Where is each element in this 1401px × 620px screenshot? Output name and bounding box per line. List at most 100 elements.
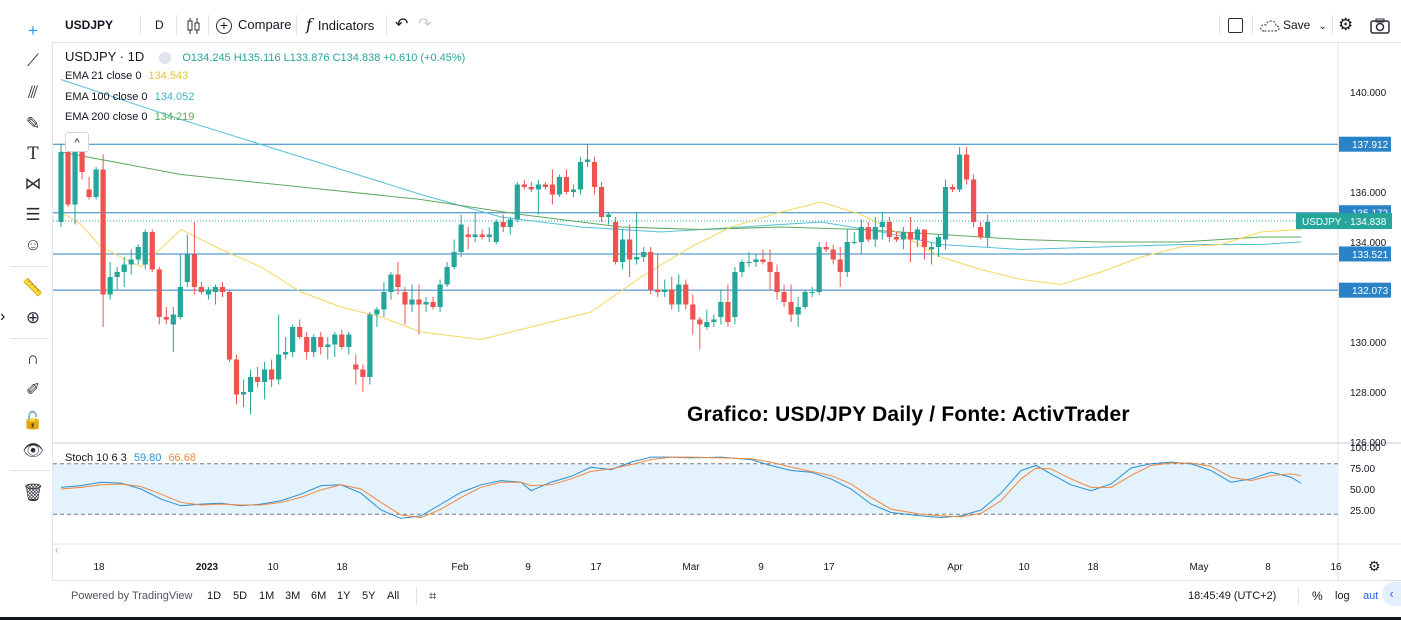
candle [732,267,738,325]
candle-body [612,222,619,262]
range-1d[interactable]: 1D [207,590,222,602]
zoom-in-icon[interactable]: ⊕ [25,308,41,327]
legend-title[interactable]: USDJPY · 1D [65,49,145,64]
collapse-legend-button[interactable]: ^ [65,132,89,152]
crosshair-icon[interactable]: + [28,21,38,40]
candle-body [416,299,422,305]
candle [346,332,352,355]
candle-body [198,287,204,292]
lock-icon[interactable]: 🔓 [22,411,44,430]
candle-body [388,274,394,292]
add-circle-icon: + [216,17,232,34]
candle-body [423,302,429,305]
candle-body [627,239,633,260]
candle [135,244,141,265]
candle [627,224,633,277]
candle [718,289,724,325]
candle [942,179,949,250]
emoji-icon[interactable]: ☺ [24,235,42,254]
percent-toggle[interactable]: % [1312,589,1323,603]
compare-button[interactable]: + Compare [216,8,291,42]
auto-toggle[interactable]: aut [1363,590,1379,602]
candle-body [304,337,310,352]
undo-icon[interactable]: ↶ [395,16,409,33]
candle-body [683,284,689,305]
candle-body [844,242,850,272]
range-all[interactable]: All [387,590,400,602]
candle-body [395,274,401,287]
candle-body [458,224,464,252]
candle-body [100,169,106,295]
level-price-label-bg [1339,246,1391,262]
text-tool-icon[interactable]: T [27,144,39,164]
fib-tools-icon[interactable]: ⫻ [27,83,39,102]
layout-button[interactable] [1228,8,1243,42]
range-1m[interactable]: 1M [259,590,275,602]
candle-body [648,252,654,290]
candle-body [297,327,303,337]
powered-by-link[interactable]: Powered by TradingView [71,590,193,602]
magnet-icon[interactable]: ∩ [26,349,40,368]
snapshot-button[interactable] [1370,8,1390,42]
candle-body [325,344,331,347]
candle [86,177,92,200]
candle-body [746,262,752,263]
expand-chevron-icon[interactable]: › [0,308,6,325]
ohlc-values: O134.245 H135.116 L133.876 C134.838 +0.6… [182,52,466,64]
indicators-button[interactable]: f Indicators [306,8,374,42]
candle [767,249,773,290]
pane-scroll-left-icon: ‹ [55,545,58,556]
candles-icon [187,17,200,34]
candle [107,262,113,300]
save-button[interactable]: Save ⌄ [1260,8,1327,42]
candle-body [128,259,134,265]
toolbar-divider [176,15,177,35]
candle [170,307,176,352]
range-3m[interactable]: 3M [285,590,301,602]
candle [612,217,619,265]
prediction-icon[interactable]: ☰ [25,205,41,224]
log-toggle[interactable]: log [1335,590,1350,602]
pattern-icon[interactable]: ⋈ [24,174,42,193]
candle-body [830,249,836,260]
candle [830,244,836,265]
hide-legend-icon[interactable] [159,52,172,65]
stoch-legend[interactable]: Stoch 10 6 3 59.80 66.68 [65,452,196,464]
candle-body [247,377,254,392]
candle-body [535,184,541,190]
range-6m[interactable]: 6M [311,590,327,602]
ema200-legend[interactable]: EMA 200 close 0 134.219 [65,111,194,123]
toolbar-divider [1252,15,1253,35]
trend-line-icon[interactable]: ⟋ [27,51,39,70]
ema21-value: 134.543 [148,70,189,82]
brush-icon[interactable]: ✎ [25,114,41,133]
candle [549,169,555,205]
trash-icon[interactable]: 🗑 [22,483,44,502]
candle [788,284,794,322]
ema200-value: 134.219 [154,111,195,123]
ema100-value: 134.052 [154,91,195,103]
scroll-right-button[interactable]: ‹ [1382,582,1401,606]
level-price-label-bg [1339,282,1391,298]
goto-date-icon[interactable]: ⌗ [429,588,437,603]
ruler-icon[interactable]: 📏 [22,278,44,297]
interval-button[interactable]: D [155,18,164,32]
candle [402,287,408,325]
candle [570,184,577,197]
eye-icon[interactable]: 👁 [22,441,44,460]
stay-drawing-icon[interactable]: ✐ [25,380,41,399]
range-5d[interactable]: 5D [233,590,248,602]
symbol-search-button[interactable]: USDJPY [65,18,114,32]
settings-gear-icon[interactable]: ⚙ [1338,15,1354,34]
candle-body [634,257,640,260]
clock-time[interactable]: 18:45:49 (UTC+2) [1188,590,1277,602]
range-5y[interactable]: 5Y [362,590,376,602]
redo-icon[interactable]: ↷ [418,16,432,33]
ema21-legend[interactable]: EMA 21 close 0 134.543 [65,70,188,82]
ema100-legend[interactable]: EMA 100 close 0 134.052 [65,91,194,103]
chart-type-button[interactable] [186,8,202,42]
range-1y[interactable]: 1Y [337,590,351,602]
candle-body [493,222,499,242]
stoch-k-value: 59.80 [133,452,162,464]
